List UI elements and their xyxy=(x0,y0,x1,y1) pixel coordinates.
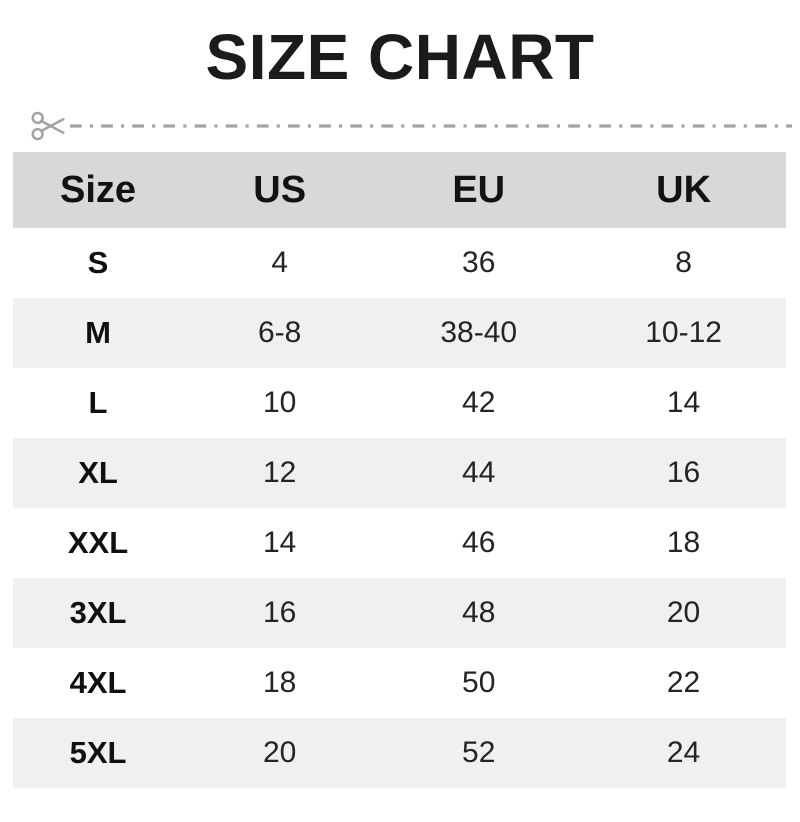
size-label: M xyxy=(85,315,111,350)
table-row-5xl: 5XL 20 52 24 xyxy=(13,718,786,788)
table-row-3xl: 3XL 16 48 20 xyxy=(13,578,786,648)
size-value-us: 12 xyxy=(262,456,297,489)
size-label: 3XL xyxy=(69,595,127,630)
size-value-eu: 50 xyxy=(462,666,496,699)
table-row-4xl: 4XL 18 50 22 xyxy=(13,648,786,718)
size-label: 5XL xyxy=(69,735,127,770)
size-value-eu: 44 xyxy=(462,456,496,489)
size-label: XL xyxy=(78,455,118,490)
size-value-us: 10 xyxy=(262,386,297,419)
size-value-us: 18 xyxy=(262,666,297,699)
table-body: S 4 36 8 M 6-8 38-40 10-12 L 10 42 14 XL 12 44 16 XXL 14 4… xyxy=(13,228,786,788)
cut-line xyxy=(30,106,792,146)
size-value-eu: 52 xyxy=(462,736,496,769)
column-header-eu: EU xyxy=(376,152,582,228)
size-value-uk: 24 xyxy=(666,736,701,769)
size-value-eu: 38-40 xyxy=(440,316,518,349)
dashed-cut-line xyxy=(70,124,792,128)
size-chart-page: SIZE CHART Size US EU UK S 4 36 8 M 6-8 38-40 10-1… xyxy=(0,22,800,822)
size-label: S xyxy=(87,245,109,280)
table-head: Size US EU UK xyxy=(13,152,786,228)
size-value-eu: 46 xyxy=(462,526,496,559)
table-row-s: S 4 36 8 xyxy=(13,228,786,298)
size-value-eu: 48 xyxy=(462,596,496,629)
size-value-us: 6-8 xyxy=(257,316,302,349)
table-row-l: L 10 42 14 xyxy=(13,368,786,438)
size-value-us: 4 xyxy=(271,246,289,279)
page-title: SIZE CHART xyxy=(205,21,595,93)
table-header-row: Size US EU UK xyxy=(13,152,786,228)
size-value-uk: 22 xyxy=(666,666,701,699)
size-value-uk: 8 xyxy=(675,246,692,279)
size-value-uk: 14 xyxy=(666,386,701,419)
size-label: XXL xyxy=(67,525,129,560)
size-label: L xyxy=(88,385,108,420)
table-row-m: M 6-8 38-40 10-12 xyxy=(13,298,786,368)
size-chart-table: Size US EU UK S 4 36 8 M 6-8 38-40 10-12 L 10 42 14 XL 1… xyxy=(13,152,786,788)
size-value-uk: 18 xyxy=(666,526,701,559)
table-row-xxl: XXL 14 46 18 xyxy=(13,508,786,578)
scissors-icon xyxy=(31,111,65,141)
size-label: 4XL xyxy=(69,665,127,700)
table-row-xl: XL 12 44 16 xyxy=(13,438,786,508)
size-value-eu: 42 xyxy=(462,386,496,419)
size-value-uk: 16 xyxy=(666,456,701,489)
column-header-uk: UK xyxy=(581,152,786,228)
size-value-uk: 10-12 xyxy=(645,316,722,349)
size-value-eu: 36 xyxy=(462,246,496,279)
size-value-uk: 20 xyxy=(666,596,701,629)
size-value-us: 20 xyxy=(262,736,297,769)
size-value-us: 14 xyxy=(262,526,297,559)
size-value-us: 16 xyxy=(262,596,297,629)
column-header-size: Size xyxy=(13,152,184,228)
column-header-us: US xyxy=(183,152,377,228)
